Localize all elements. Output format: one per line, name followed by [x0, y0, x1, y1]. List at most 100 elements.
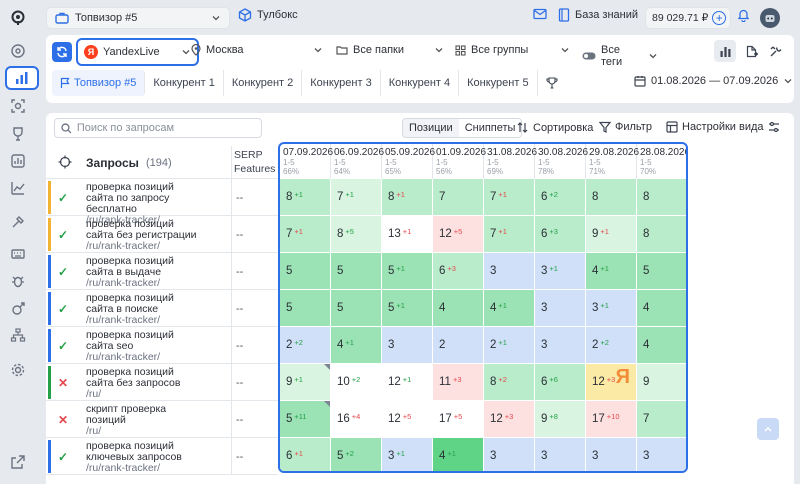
check-icon[interactable]: ✓: [58, 190, 69, 205]
position-cell[interactable]: 10 +2: [331, 364, 382, 401]
trophy-icon[interactable]: [9, 125, 27, 143]
position-cell[interactable]: 9: [637, 364, 686, 401]
position-cell[interactable]: 5 +1: [382, 290, 433, 327]
position-cell[interactable]: 7 +1: [484, 216, 535, 253]
tab-competitor-5[interactable]: Конкурент 5: [459, 70, 538, 96]
position-cell[interactable]: 2: [433, 327, 484, 364]
position-cell[interactable]: 6 +1: [280, 438, 331, 471]
crosshair-icon[interactable]: [58, 155, 72, 169]
table-row[interactable]: ✓ проверка позиций сайта в поиске/ru/rank…: [46, 290, 278, 327]
position-cell[interactable]: 3: [637, 438, 686, 471]
scan-icon[interactable]: [9, 97, 27, 115]
filter-button[interactable]: Фильтр: [599, 121, 652, 133]
date-column-header[interactable]: 30.08.2026 1-5 78%: [535, 144, 588, 179]
position-cell[interactable]: 3: [535, 438, 586, 471]
position-cell[interactable]: 9 +8: [535, 401, 586, 438]
table-row[interactable]: ✓ проверка позиций ключевых запросов/ru/r…: [46, 438, 278, 475]
settings-icon[interactable]: [9, 361, 27, 379]
position-cell[interactable]: 8 +2: [484, 364, 535, 401]
keyboard-icon[interactable]: [9, 245, 27, 263]
position-cell[interactable]: 3: [484, 438, 535, 471]
check-icon[interactable]: ✓: [58, 338, 69, 353]
tab-own-project[interactable]: Топвизор #5: [52, 70, 146, 96]
position-cell[interactable]: 8 +1: [382, 179, 433, 216]
table-row[interactable]: ✓ проверка позиций сайта без регистрации /…: [46, 216, 278, 253]
position-cell[interactable]: 6 +6: [535, 364, 586, 401]
add-funds-icon[interactable]: +: [712, 11, 727, 25]
check-icon[interactable]: ✓: [58, 301, 69, 316]
position-cell[interactable]: 13 +1: [382, 216, 433, 253]
query-text[interactable]: проверка позиций сайта без регистрации/r…: [86, 219, 201, 252]
position-cell[interactable]: 3: [535, 327, 586, 364]
table-row[interactable]: ✕ проверка позиций сайта без запросов/ru/…: [46, 364, 278, 401]
mail-button[interactable]: [533, 8, 547, 20]
query-text[interactable]: проверка позиций сайта по запросу беспла…: [86, 182, 201, 226]
check-icon[interactable]: ✓: [58, 264, 69, 279]
position-cell[interactable]: 6 +2: [535, 179, 586, 216]
query-text[interactable]: проверка позиций сайта в выдаче/ru/rank-…: [86, 256, 201, 289]
date-column-header[interactable]: 05.09.2026 1-5 65%: [382, 144, 435, 179]
tab-competitors-summary[interactable]: [538, 70, 566, 96]
check-icon[interactable]: ✓: [58, 227, 69, 242]
cross-icon[interactable]: ✕: [58, 375, 69, 390]
position-cell[interactable]: 12 +5: [382, 401, 433, 438]
position-cell[interactable]: 2 +1: [484, 327, 535, 364]
position-cell[interactable]: 3: [586, 438, 637, 471]
date-column-header[interactable]: 31.08.2026 1-5 69%: [484, 144, 537, 179]
cross-icon[interactable]: ✕: [58, 412, 69, 427]
search-engine-select[interactable]: Я YandexLive: [76, 38, 199, 66]
project-select[interactable]: Топвизор #5: [46, 7, 230, 29]
search-input[interactable]: [76, 122, 255, 134]
position-cell[interactable]: 4 +1: [586, 253, 637, 290]
position-cell[interactable]: 5: [331, 253, 382, 290]
scroll-to-top-button[interactable]: [757, 418, 779, 440]
position-cell[interactable]: 3: [382, 327, 433, 364]
position-cell[interactable]: 5 +2: [331, 438, 382, 471]
position-cell[interactable]: 4 +1: [433, 438, 484, 471]
position-cell[interactable]: 7 +1: [484, 179, 535, 216]
date-column-header[interactable]: 28.08.2026 1-5 70%: [637, 144, 686, 179]
sort-button[interactable]: Сортировка: [516, 121, 593, 134]
position-cell[interactable]: 9 +1: [586, 216, 637, 253]
analysis-icon[interactable]: [9, 300, 27, 318]
position-cell[interactable]: 3 +1: [586, 290, 637, 327]
position-cell[interactable]: 6 +3: [535, 216, 586, 253]
position-cell[interactable]: 5: [280, 290, 331, 327]
tab-competitor-2[interactable]: Конкурент 2: [224, 70, 303, 96]
positions-toggle[interactable]: Позиции: [409, 122, 453, 134]
queries-header[interactable]: Запросы: [86, 156, 139, 170]
position-cell[interactable]: 4: [433, 290, 484, 327]
position-cell[interactable]: 5: [637, 253, 686, 290]
position-cell[interactable]: 5 +1: [382, 253, 433, 290]
position-cell[interactable]: 2 +2: [586, 327, 637, 364]
position-cell[interactable]: 4 +1: [331, 327, 382, 364]
user-avatar[interactable]: [760, 8, 780, 28]
position-cell[interactable]: 3 +1: [382, 438, 433, 471]
toolbox-link[interactable]: Тулбокс: [238, 8, 298, 22]
tags-select[interactable]: Все теги: [582, 44, 658, 68]
date-column-header[interactable]: 01.09.2026 1-5 56%: [433, 144, 486, 179]
logo-icon[interactable]: [9, 9, 27, 27]
position-cell[interactable]: 12 +3 Я: [586, 364, 637, 401]
refresh-button[interactable]: [52, 42, 72, 62]
tools-icon[interactable]: [9, 213, 27, 231]
query-search[interactable]: [54, 118, 262, 138]
position-cell[interactable]: 5: [331, 290, 382, 327]
table-row[interactable]: ✓ проверка позиций сайта по запросу беспл…: [46, 179, 278, 226]
position-cell[interactable]: 3: [535, 290, 586, 327]
dashboard-icon[interactable]: [9, 42, 27, 60]
trend-icon[interactable]: [9, 179, 27, 197]
knowledge-base-link[interactable]: База знаний: [558, 8, 638, 22]
bug-icon[interactable]: [9, 272, 27, 290]
positions-chart-icon[interactable]: [5, 66, 39, 90]
position-cell[interactable]: 8: [586, 179, 637, 216]
column-toggle-button[interactable]: [768, 121, 780, 133]
position-cell[interactable]: 3: [484, 253, 535, 290]
position-cell[interactable]: 2 +2: [280, 327, 331, 364]
tab-competitor-4[interactable]: Конкурент 4: [381, 70, 460, 96]
date-column-header[interactable]: 07.09.2026 1-5 66%: [280, 144, 333, 179]
groups-select[interactable]: Все группы: [455, 44, 570, 56]
position-cell[interactable]: 9 +1: [280, 364, 331, 401]
notifications-button[interactable]: [737, 8, 750, 22]
position-cell[interactable]: 7 +1: [280, 216, 331, 253]
